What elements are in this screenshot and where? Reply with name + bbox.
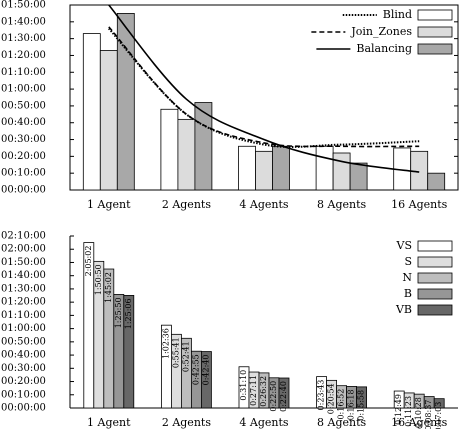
bar bbox=[177, 118, 196, 191]
value-label: 0:07:03 bbox=[434, 402, 443, 429]
value-label: 0:20:54 bbox=[327, 383, 336, 414]
x-tick-label: 4 Agents bbox=[239, 198, 288, 211]
x-tick-label: 8 Agents bbox=[317, 416, 366, 429]
y-tick-label: 01:10:00 bbox=[1, 310, 46, 321]
value-label: 0:12:49 bbox=[394, 394, 403, 425]
bar bbox=[123, 295, 135, 409]
value-label: 0:10:28 bbox=[414, 397, 423, 428]
bar bbox=[194, 102, 213, 191]
y-tick-label: 01:30:00 bbox=[1, 283, 46, 294]
value-label: 0:16:18 bbox=[347, 389, 356, 420]
value-label: 0:52:41 bbox=[181, 341, 190, 372]
bar bbox=[356, 386, 368, 409]
x-tick-label: 2 Agents bbox=[162, 198, 211, 211]
bar bbox=[238, 145, 256, 191]
value-label: 0:23:43 bbox=[317, 380, 326, 411]
value-label: 0:27:11 bbox=[249, 375, 258, 406]
y-tick-label: 00:50:00 bbox=[1, 100, 46, 111]
value-label: 1:25:06 bbox=[124, 298, 133, 329]
bar bbox=[99, 50, 118, 191]
y-tick-label: 01:00:00 bbox=[1, 323, 46, 334]
value-label: 0:22:40 bbox=[279, 381, 288, 412]
bar bbox=[255, 150, 273, 191]
value-label: 0:42:40 bbox=[201, 355, 210, 386]
bar bbox=[116, 13, 135, 191]
value-label: 0:26:32 bbox=[259, 376, 268, 407]
trend-line bbox=[108, 27, 420, 148]
value-label: 0:22:50 bbox=[269, 381, 278, 412]
value-label: 1:50:50 bbox=[94, 264, 103, 295]
legend-swatch bbox=[417, 9, 453, 21]
bar bbox=[315, 145, 334, 191]
bar bbox=[160, 108, 179, 191]
legend-label: Balancing bbox=[356, 42, 412, 55]
legend-label: Join_Zones bbox=[350, 25, 412, 38]
x-tick-label: 2 Agents bbox=[162, 416, 211, 429]
y-tick-label: 01:20:00 bbox=[1, 50, 46, 61]
legend-swatch bbox=[417, 26, 453, 38]
legend-label: N bbox=[402, 271, 412, 284]
y-tick-label: 01:20:00 bbox=[1, 297, 46, 308]
bar bbox=[200, 351, 212, 409]
x-tick-label: 8 Agents bbox=[317, 198, 366, 211]
y-tick-label: 00:10:00 bbox=[1, 168, 46, 179]
y-tick-label: 01:10:00 bbox=[1, 67, 46, 78]
y-tick-label: 00:40:00 bbox=[1, 350, 46, 361]
x-tick-label: 4 Agents bbox=[239, 416, 288, 429]
bar bbox=[427, 172, 446, 191]
value-label: 0:11:23 bbox=[404, 396, 413, 427]
x-tick-label: 1 Agent bbox=[87, 416, 131, 429]
legend-swatch bbox=[417, 304, 453, 316]
value-label: 0:31:10 bbox=[239, 370, 248, 401]
y-tick-label: 00:20:00 bbox=[1, 151, 46, 162]
bar bbox=[433, 398, 445, 409]
y-tick-label: 00:00:00 bbox=[1, 403, 46, 414]
value-label: 2:05:02 bbox=[84, 246, 93, 277]
value-label: 0:16:52 bbox=[337, 389, 346, 420]
y-tick-label: 02:10:00 bbox=[1, 231, 46, 242]
bar bbox=[272, 145, 290, 191]
legend-swatch bbox=[417, 256, 453, 268]
y-tick-label: 00:50:00 bbox=[1, 336, 46, 347]
y-tick-label: 01:50:00 bbox=[1, 257, 46, 268]
y-tick-label: 00:20:00 bbox=[1, 376, 46, 387]
y-tick-label: 00:30:00 bbox=[1, 363, 46, 374]
legend-label: VB bbox=[395, 303, 412, 316]
bar bbox=[332, 152, 351, 191]
value-label: 1:45:02 bbox=[104, 272, 113, 303]
bar bbox=[349, 162, 368, 191]
legend-swatch bbox=[417, 288, 453, 300]
y-tick-label: 00:30:00 bbox=[1, 134, 46, 145]
legend-label: VS bbox=[396, 239, 412, 252]
value-label: 0:55:41 bbox=[171, 337, 180, 368]
trend-line bbox=[108, 26, 420, 148]
legend-swatch bbox=[417, 240, 453, 252]
x-tick-label: 16 Agents bbox=[391, 198, 447, 211]
y-tick-label: 00:10:00 bbox=[1, 389, 46, 400]
value-label: 0:15:58 bbox=[357, 390, 366, 421]
bar bbox=[82, 33, 101, 191]
y-tick-label: 02:00:00 bbox=[1, 244, 46, 255]
legend-label: Blind bbox=[383, 8, 412, 21]
legend-label: S bbox=[404, 255, 412, 268]
legend-swatch bbox=[417, 272, 453, 284]
y-tick-label: 01:50:00 bbox=[1, 0, 46, 11]
bar bbox=[278, 377, 290, 409]
x-tick-label: 16 Agents bbox=[391, 416, 447, 429]
y-tick-label: 01:00:00 bbox=[1, 84, 46, 95]
y-tick-label: 01:30:00 bbox=[1, 33, 46, 44]
x-tick-label: 1 Agent bbox=[87, 198, 131, 211]
legend-label: B bbox=[404, 287, 412, 300]
legend-swatch bbox=[417, 43, 453, 55]
value-label: 0:08:37 bbox=[424, 400, 433, 429]
value-label: 1:02:36 bbox=[161, 328, 170, 359]
y-tick-label: 00:00:00 bbox=[1, 185, 46, 196]
trend-line bbox=[108, 4, 420, 173]
value-label: 1:25:50 bbox=[114, 297, 123, 328]
y-tick-label: 01:40:00 bbox=[1, 270, 46, 281]
y-tick-label: 00:40:00 bbox=[1, 117, 46, 128]
y-tick-label: 01:40:00 bbox=[1, 16, 46, 27]
value-label: 0:42:55 bbox=[191, 354, 200, 385]
